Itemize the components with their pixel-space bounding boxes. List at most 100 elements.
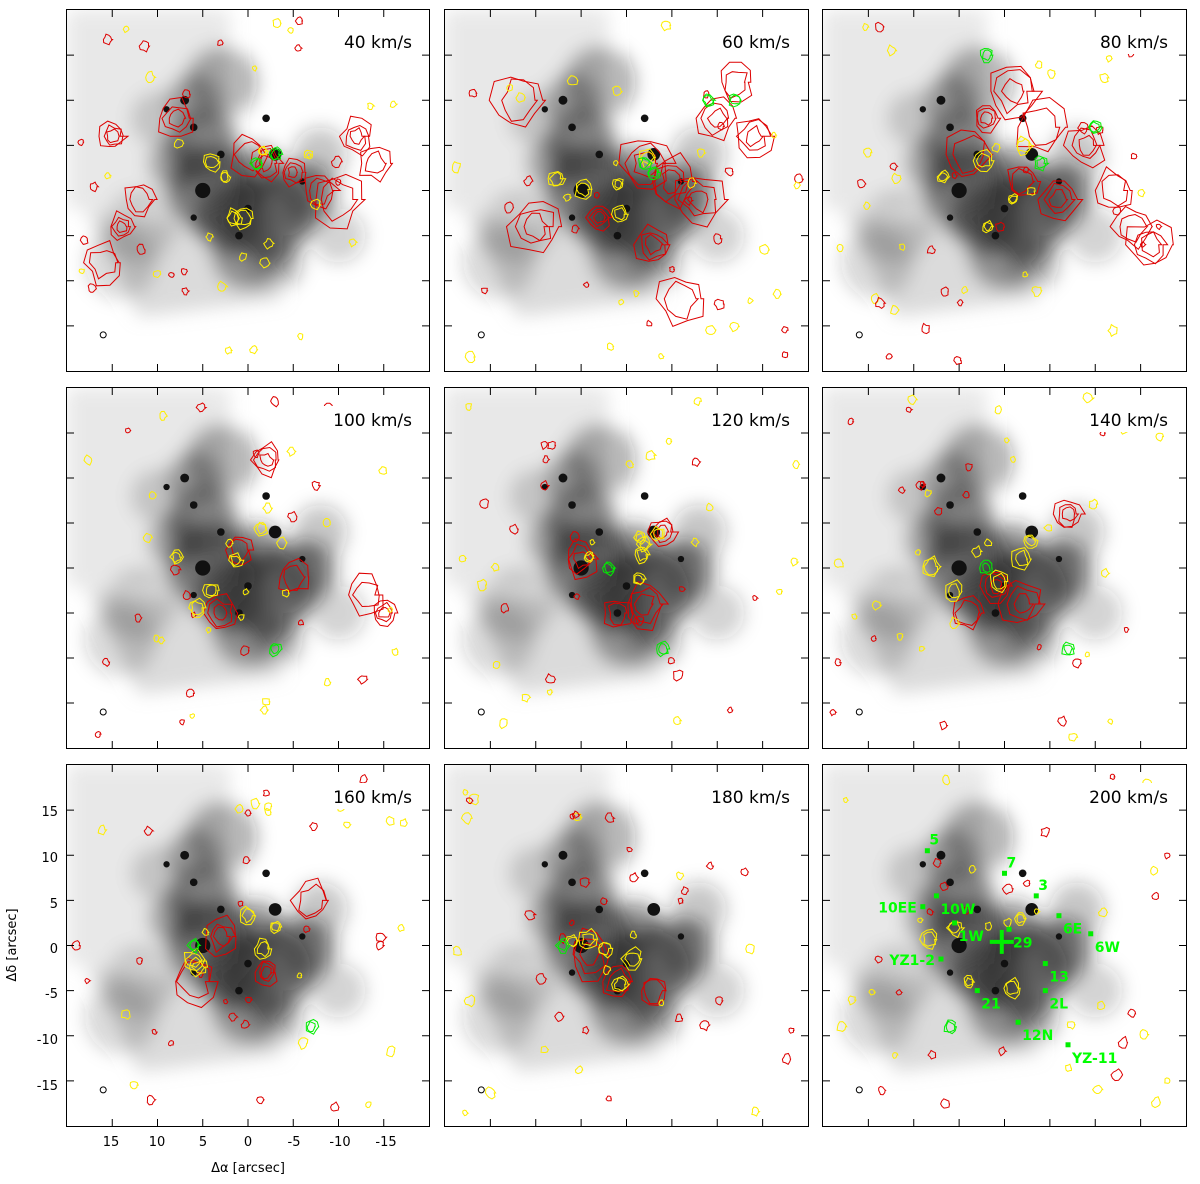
contour — [964, 976, 974, 987]
contour — [558, 933, 568, 945]
contour — [836, 243, 844, 253]
star — [190, 591, 197, 599]
contour — [1089, 121, 1102, 133]
star — [558, 95, 568, 105]
beam-marker — [99, 1086, 107, 1094]
contour — [1015, 549, 1029, 567]
contour — [646, 319, 653, 327]
contour — [612, 85, 624, 97]
reference-cross — [989, 929, 1014, 954]
star — [595, 150, 604, 159]
contour — [1088, 498, 1099, 510]
contour — [942, 774, 951, 786]
contour — [294, 44, 304, 52]
contour — [205, 626, 212, 635]
contour — [506, 84, 514, 92]
contour — [926, 908, 935, 916]
velocity-label: 100 km/s — [333, 411, 412, 431]
source-label: 13 — [1049, 970, 1068, 986]
contour — [349, 127, 366, 145]
contour — [205, 232, 215, 242]
contour — [589, 539, 596, 546]
contour — [1040, 826, 1051, 838]
contour — [309, 177, 336, 206]
contour — [1107, 718, 1114, 725]
contour — [169, 549, 185, 565]
contour — [1072, 658, 1083, 669]
contour — [104, 172, 113, 180]
contour — [624, 142, 667, 186]
contour — [895, 988, 904, 996]
contour — [566, 75, 579, 86]
contour — [606, 342, 615, 351]
contour — [989, 569, 1009, 594]
star — [946, 878, 954, 887]
contour — [582, 281, 590, 288]
contour — [573, 927, 611, 983]
velocity-label: 120 km/s — [711, 411, 790, 431]
contour — [919, 928, 938, 950]
star — [163, 483, 170, 491]
contour — [230, 555, 242, 567]
contour — [146, 1094, 157, 1106]
contour — [836, 1021, 848, 1032]
contour — [136, 243, 146, 255]
contour — [323, 677, 332, 687]
contour — [572, 938, 606, 975]
contour — [239, 905, 257, 926]
contour — [287, 510, 298, 523]
contours — [458, 397, 801, 730]
contour — [168, 1040, 175, 1047]
star — [244, 582, 252, 590]
contour — [451, 161, 461, 174]
beam-marker — [477, 331, 485, 339]
contour — [660, 20, 672, 32]
contour — [1000, 78, 1025, 105]
nebula-image — [445, 10, 745, 317]
star — [622, 959, 631, 968]
contour — [1141, 231, 1163, 258]
contour — [633, 289, 640, 298]
contour — [378, 466, 388, 475]
contour — [294, 16, 304, 26]
contour — [976, 107, 997, 129]
contour — [557, 940, 568, 952]
star — [217, 905, 225, 914]
contour — [1048, 189, 1069, 208]
contour — [244, 809, 252, 817]
contour — [1137, 188, 1146, 198]
star — [163, 861, 170, 868]
contour — [1023, 166, 1030, 174]
contour — [1109, 205, 1154, 251]
contour — [989, 579, 1003, 595]
velocity-label-bg — [688, 28, 800, 54]
contour — [680, 886, 689, 896]
contour — [254, 960, 278, 987]
contour — [674, 1013, 684, 1023]
contour — [1016, 96, 1069, 153]
contour — [202, 153, 221, 173]
contour — [907, 394, 919, 406]
contour — [272, 18, 282, 29]
contour — [1011, 547, 1033, 571]
x-tick-label: 5 — [199, 1135, 207, 1150]
beam-marker — [477, 1086, 485, 1094]
contour — [668, 265, 675, 273]
contour — [540, 440, 548, 451]
contour — [343, 821, 352, 829]
contour — [239, 252, 248, 262]
contour — [792, 460, 801, 470]
contour — [892, 1052, 899, 1059]
contour — [228, 1012, 239, 1022]
contour — [699, 1020, 711, 1032]
contours — [451, 20, 805, 364]
star — [244, 959, 252, 968]
contour — [501, 78, 539, 122]
contour — [116, 220, 128, 234]
source-label: 10EE — [878, 901, 917, 917]
contour — [1091, 1084, 1104, 1095]
contour — [252, 449, 260, 459]
contour — [514, 209, 555, 244]
source-label: YZ1-2 — [888, 953, 935, 969]
